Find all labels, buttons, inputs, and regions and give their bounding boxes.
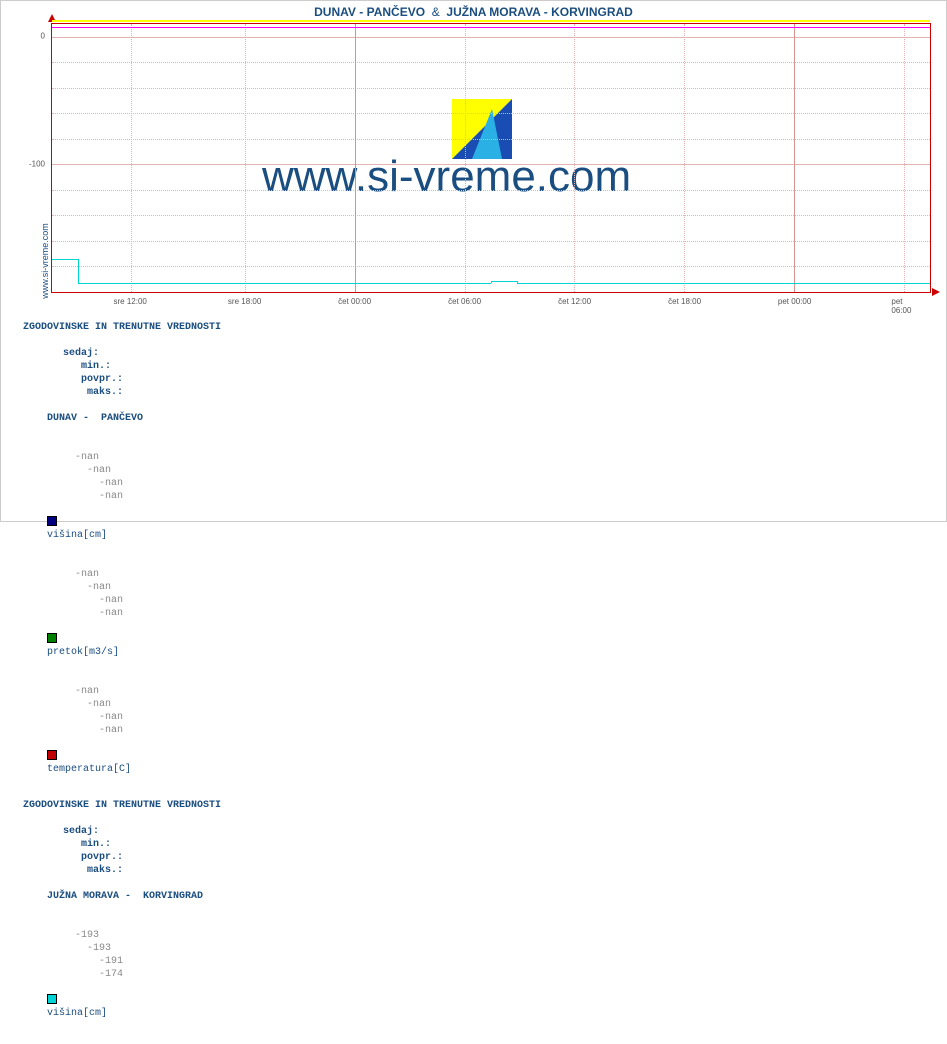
data-tables: ZGODOVINSKE IN TRENUTNE VREDNOSTI sedaj:… (23, 321, 347, 1044)
col-sedaj: sedaj: (47, 825, 99, 838)
col-povpr: povpr.: (47, 851, 123, 864)
col-maks: maks.: (47, 864, 123, 877)
legend-sq-temp1 (47, 750, 57, 760)
legend-sq-visina1 (47, 516, 57, 526)
legend-sq-visina2 (47, 994, 57, 1004)
table-row: -nan -nan -nan -nan temperatura[C] (23, 672, 347, 789)
table-row: 7,1 7,1 8,2 11,7 pretok[m3/s] (23, 1033, 347, 1044)
col-povpr: povpr.: (47, 373, 123, 386)
col-min: min.: (47, 838, 111, 851)
station1-name: DUNAV - PANČEVO (47, 412, 347, 425)
col-maks: maks.: (47, 386, 123, 399)
legend-pretok: pretok[m3/s] (47, 647, 119, 658)
watermark-text: www.si-vreme.com (262, 152, 631, 202)
watermark-logo-icon (452, 99, 512, 159)
col-min: min.: (47, 360, 111, 373)
legend-sq-pretok1 (47, 633, 57, 643)
chart-title: DUNAV - PANČEVO & JUŽNA MORAVA - KORVING… (1, 5, 946, 19)
legend-visina: višina[cm] (47, 1008, 107, 1019)
table1-header: ZGODOVINSKE IN TRENUTNE VREDNOSTI (23, 321, 347, 334)
title-right: JUŽNA MORAVA - KORVINGRAD (446, 5, 632, 19)
title-amp: & (428, 5, 443, 19)
table-row: -193 -193 -191 -174 višina[cm] (23, 916, 347, 1033)
y-axis: 0-100 (19, 23, 49, 293)
legend-temp: temperatura[C] (47, 764, 131, 775)
x-axis: sre 12:00sre 18:00čet 00:00čet 06:00čet … (51, 297, 931, 312)
plot-area: www.si-vreme.com (51, 23, 931, 293)
x-arrow-icon (932, 288, 940, 296)
table-row: -nan -nan -nan -nan pretok[m3/s] (23, 555, 347, 672)
title-left: DUNAV - PANČEVO (314, 5, 425, 19)
legend-visina: višina[cm] (47, 530, 107, 541)
station2-name: JUŽNA MORAVA - KORVINGRAD (47, 890, 347, 903)
table-row: -nan -nan -nan -nan višina[cm] (23, 438, 347, 555)
col-sedaj: sedaj: (47, 347, 99, 360)
table2-header: ZGODOVINSKE IN TRENUTNE VREDNOSTI (23, 799, 347, 812)
